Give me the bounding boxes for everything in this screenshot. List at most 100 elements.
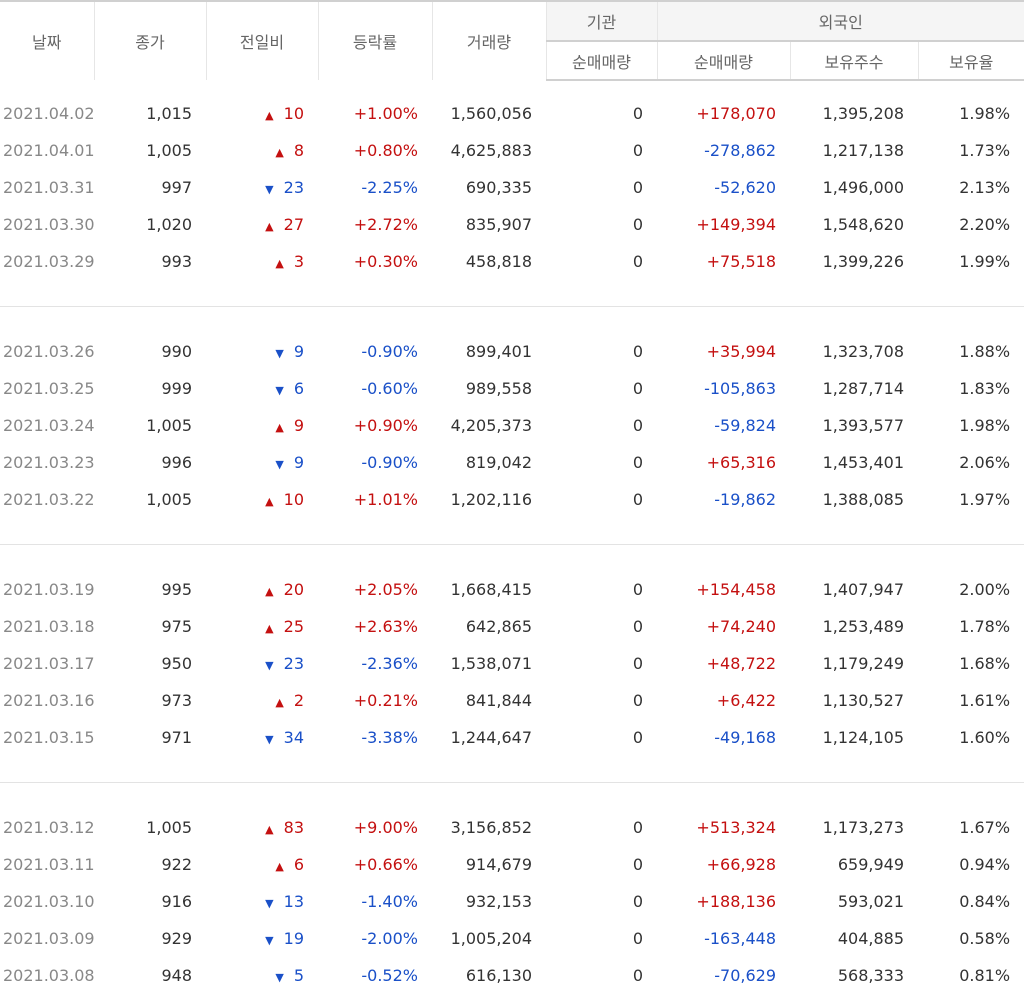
change-cell: ▲ 2 [206,682,318,719]
change-value: 13 [283,892,304,911]
close-cell: 973 [161,691,192,710]
volume-cell: 4,205,373 [450,416,532,435]
foreign-holdings-cell: 404,885 [837,929,904,948]
rate-cell: +2.63% [353,617,418,636]
rate-cell: +0.80% [353,141,418,160]
spacer-cell [0,280,1024,307]
volume-cell: 819,042 [465,453,532,472]
change-value: 20 [283,580,304,599]
date-cell: 2021.03.24 [3,416,95,435]
volume-cell: 3,156,852 [450,818,532,837]
volume-cell: 642,865 [465,617,532,636]
table-row: 2021.03.12 1,005 ▲ 83 +9.00% 3,156,852 0 +513,3… [0,809,1024,846]
rate-cell: -2.36% [361,654,418,673]
group-divider [0,306,1024,307]
up-arrow-icon: ▲ [265,495,274,508]
foreign-ratio-cell: 0.58% [959,929,1011,948]
rate-cell: +0.30% [353,252,418,271]
rate-cell: -3.38% [361,728,418,747]
close-cell: 1,005 [146,416,192,435]
foreign-ratio-cell: 1.78% [959,617,1011,636]
up-arrow-icon: ▲ [275,421,284,434]
spacer-cell [0,545,1024,571]
change-cell: ▼ 13 [206,883,318,920]
change-value: 23 [283,178,304,197]
close-cell: 929 [161,929,192,948]
rate-cell: +9.00% [353,818,418,837]
volume-cell: 899,401 [465,342,532,361]
down-arrow-icon: ▼ [265,659,274,672]
header-date[interactable]: 날짜 [0,0,95,80]
header-foreign-holdings[interactable]: 보유주수 [790,40,919,81]
down-arrow-icon: ▼ [275,347,284,360]
foreign-ratio-cell: 1.61% [959,691,1011,710]
row-spacer [0,756,1024,783]
inst-net-cell: 0 [632,966,643,985]
change-cell: ▲ 10 [206,95,318,132]
table-row: 2021.04.02 1,015 ▲ 10 +1.00% 1,560,056 0 +178,0… [0,95,1024,132]
foreign-net-cell: -70,629 [714,966,776,985]
header-inst-net[interactable]: 순매매량 [546,40,658,81]
foreign-net-cell: +154,458 [696,580,776,599]
change-cell: ▲ 3 [206,243,318,280]
foreign-holdings-cell: 1,124,105 [822,728,904,747]
foreign-net-cell: +75,518 [706,252,776,271]
header-volume[interactable]: 거래량 [432,0,547,80]
close-cell: 1,020 [146,215,192,234]
rate-cell: +1.00% [353,104,418,123]
up-arrow-icon: ▲ [265,823,274,836]
date-cell: 2021.03.09 [3,929,95,948]
foreign-ratio-cell: 0.81% [959,966,1011,985]
foreign-ratio-cell: 1.97% [959,490,1011,509]
header-change[interactable]: 전일비 [206,0,319,80]
spacer-cell [0,756,1024,783]
foreign-net-cell: +65,316 [706,453,776,472]
close-cell: 996 [161,453,192,472]
close-cell: 1,005 [146,490,192,509]
date-cell: 2021.03.15 [3,728,95,747]
down-arrow-icon: ▼ [265,183,274,196]
foreign-holdings-cell: 1,130,527 [822,691,904,710]
header-foreign-ratio[interactable]: 보유율 [918,40,1024,81]
change-cell: ▼ 34 [206,719,318,756]
close-cell: 993 [161,252,192,271]
row-spacer [0,518,1024,545]
foreign-ratio-cell: 1.98% [959,104,1011,123]
close-cell: 950 [161,654,192,673]
table-row: 2021.03.26 990 ▼ 9 -0.90% 899,401 0 +35,994 1,32… [0,333,1024,370]
change-value: 10 [283,104,304,123]
change-value: 6 [293,379,304,398]
header-rate[interactable]: 등락률 [318,0,433,80]
date-cell: 2021.04.01 [3,141,95,160]
spacer-cell [0,783,1024,809]
change-cell: ▲ 20 [206,571,318,608]
change-cell: ▼ 23 [206,169,318,206]
table-row: 2021.03.22 1,005 ▲ 10 +1.01% 1,202,116 0 -19,86… [0,481,1024,518]
change-cell: ▼ 9 [206,444,318,481]
up-arrow-icon: ▲ [265,585,274,598]
header-foreign-net[interactable]: 순매매량 [657,40,791,81]
foreign-ratio-cell: 1.67% [959,818,1011,837]
rate-cell: +2.05% [353,580,418,599]
foreign-ratio-cell: 1.99% [959,252,1011,271]
date-cell: 2021.03.31 [3,178,95,197]
spacer-cell [0,518,1024,545]
foreign-ratio-cell: 1.60% [959,728,1011,747]
close-cell: 995 [161,580,192,599]
header-close[interactable]: 종가 [94,0,207,80]
foreign-net-cell: +66,928 [706,855,776,874]
close-cell: 990 [161,342,192,361]
foreign-holdings-cell: 1,395,208 [822,104,904,123]
spacer-cell [0,782,1024,783]
close-cell: 922 [161,855,192,874]
volume-cell: 932,153 [465,892,532,911]
rate-cell: -2.00% [361,929,418,948]
change-value: 9 [293,453,304,472]
change-value: 3 [293,252,304,271]
change-value: 23 [283,654,304,673]
rate-cell: -2.25% [361,178,418,197]
inst-net-cell: 0 [632,490,643,509]
date-cell: 2021.03.30 [3,215,95,234]
volume-cell: 1,244,647 [450,728,532,747]
